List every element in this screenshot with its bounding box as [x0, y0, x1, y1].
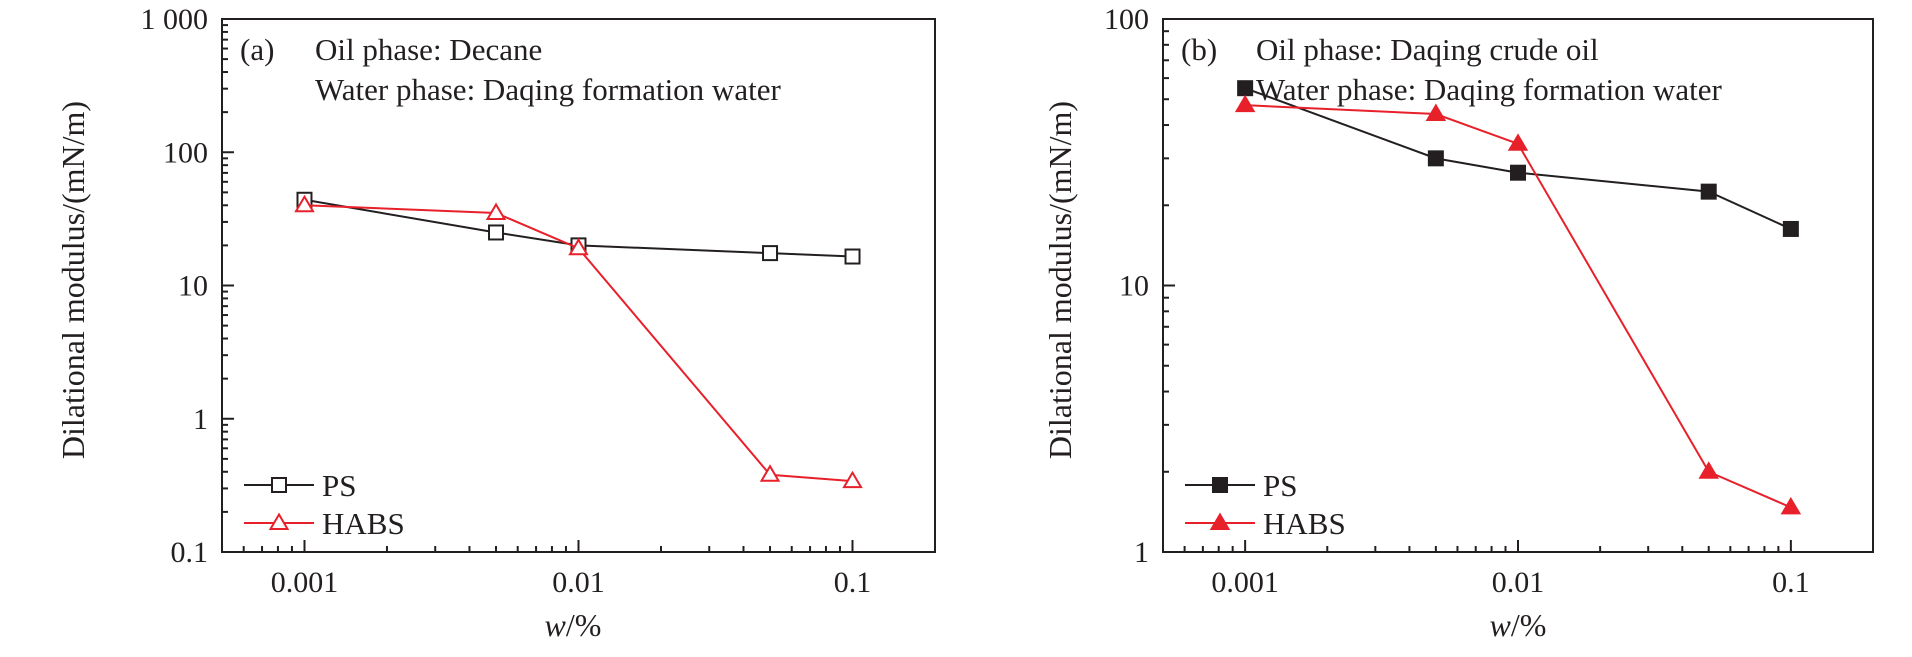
x-axis-var-b: w — [1490, 607, 1512, 643]
annotation-b-2: Water phase: Daqing formation water — [1256, 72, 1722, 107]
legend-entry-habs-b: HABS — [1185, 506, 1346, 541]
y-axis-label-a: Dilational modulus/(mN/m) — [55, 101, 91, 459]
data-point — [1698, 461, 1719, 479]
annotation-a-1: Oil phase: Decane — [315, 32, 542, 67]
data-point — [294, 194, 315, 213]
x-axis-label-a: w/% — [545, 607, 602, 643]
legend-entry-ps-b: PS — [1185, 468, 1297, 503]
y-tick-label-b: 10 — [1119, 270, 1149, 303]
legend-label: PS — [1263, 468, 1297, 503]
x-tick-label-a: 0.1 — [834, 566, 872, 599]
data-point — [488, 224, 505, 241]
y-tick-label-b: 100 — [1104, 3, 1149, 36]
legend-label: PS — [322, 468, 356, 503]
data-point — [1237, 80, 1254, 97]
data-point — [1700, 183, 1717, 200]
x-tick-label-b: 0.01 — [1492, 566, 1545, 599]
series-habs-b — [1234, 94, 1802, 515]
data-point — [1780, 496, 1802, 515]
legend-entry-habs-a: HABS — [244, 506, 405, 541]
series-ps-b — [1237, 80, 1799, 237]
data-point — [842, 470, 863, 489]
x-axis-var-a: w — [545, 607, 567, 643]
data-point — [762, 245, 779, 262]
y-tick-label-b: 1 — [1134, 536, 1149, 569]
legend-label: HABS — [1263, 506, 1346, 541]
y-tick-label-a: 0.1 — [171, 536, 209, 569]
data-point — [1212, 477, 1228, 493]
annotation-b-1: Oil phase: Daqing crude oil — [1256, 32, 1599, 67]
data-point — [268, 512, 290, 530]
data-point — [1507, 133, 1529, 151]
data-point — [568, 237, 589, 256]
chart-panel-b: Dilational modulus/(mN/m) w/% 1 10 100 0.00… — [1042, 3, 1874, 643]
x-axis-unit-a: /% — [566, 607, 602, 643]
chart-panel-a: Dilational modulus/(mN/m) w/% 0.1 1 10 100 1… — [55, 3, 936, 643]
legend-label: HABS — [322, 506, 405, 541]
data-point — [485, 202, 507, 220]
annotation-a-2: Water phase: Daqing formation water — [315, 72, 781, 107]
data-point — [1209, 512, 1231, 530]
data-point — [1427, 150, 1444, 167]
data-point — [759, 464, 781, 482]
y-tick-label-a: 1 — [193, 403, 208, 436]
y-tick-label-a: 10 — [178, 270, 208, 303]
panel-label-b: (b) — [1181, 32, 1217, 67]
x-tick-label-a: 0.001 — [271, 566, 339, 599]
data-point — [1782, 220, 1799, 237]
y-tick-label-a: 100 — [163, 136, 208, 169]
x-tick-label-a: 0.01 — [552, 566, 605, 599]
x-axis-unit-b: /% — [1511, 607, 1547, 643]
data-point — [1425, 103, 1447, 121]
x-tick-label-b: 0.1 — [1772, 566, 1810, 599]
y-axis-label-b: Dilational modulus/(mN/m) — [1042, 101, 1078, 459]
x-axis-label-b: w/% — [1490, 607, 1547, 643]
x-tick-label-b: 0.001 — [1211, 566, 1279, 599]
legend-entry-ps-a: PS — [244, 468, 356, 503]
panel-label-a: (a) — [240, 32, 274, 67]
y-tick-label-a: 1 000 — [141, 3, 209, 36]
data-point — [1234, 94, 1256, 113]
series-habs-a — [294, 194, 863, 489]
data-point — [1510, 164, 1526, 181]
data-point — [844, 248, 861, 265]
data-point — [271, 477, 287, 493]
